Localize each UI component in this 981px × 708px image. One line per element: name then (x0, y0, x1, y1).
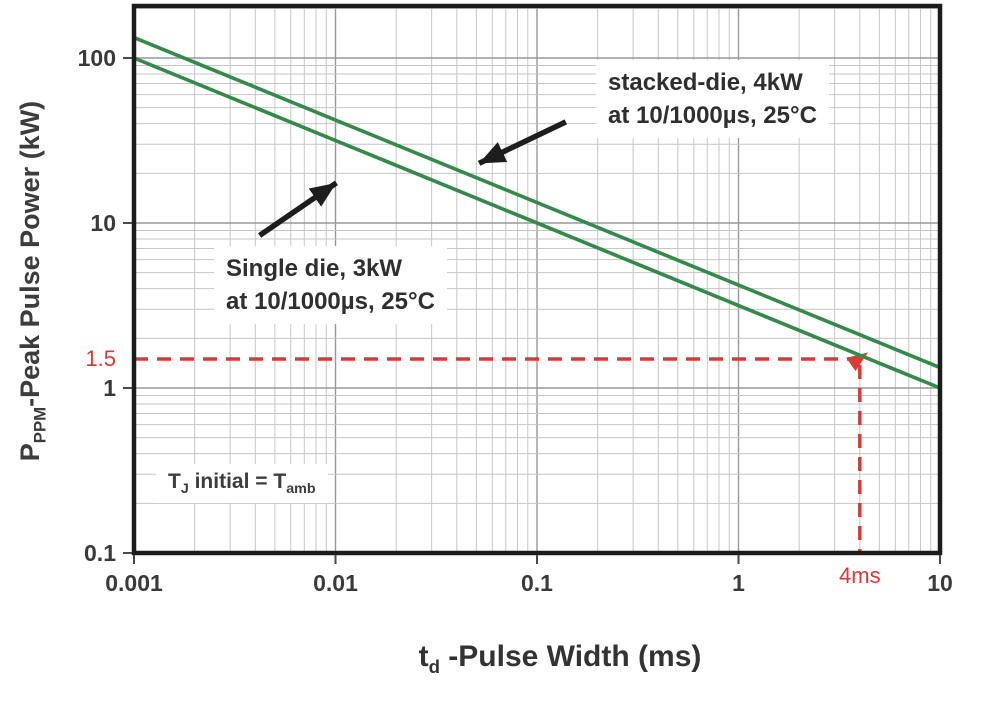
annotation-single-die: Single die, 3kW at 10/1000µs, 25°C (214, 246, 447, 324)
single-die-arrow (258, 180, 338, 238)
y-tick-label: 10 (90, 210, 116, 236)
annotation-single-die-line1: Single die, 3kW (226, 255, 403, 282)
y-axis-label-base: P (15, 443, 45, 462)
annotation-tj-initial: TJ initial = Tamb (156, 464, 328, 504)
annotation-stacked-die: stacked-die, 4kW at 10/1000µs, 25°C (596, 60, 829, 138)
plot-frame (131, 3, 943, 556)
stacked-die-arrow (477, 119, 568, 166)
x-tick-label: 0.01 (313, 570, 358, 596)
x-axis-title-rest: -Pulse Width (ms) (439, 640, 702, 673)
x-axis-title: td -Pulse Width (ms) (360, 640, 760, 678)
tj-sub2: amb (286, 481, 316, 498)
single-die-line (133, 56, 941, 390)
x-axis-title-sub: d (428, 656, 440, 677)
y-tick-label: 100 (78, 45, 116, 71)
x-tick-label: 10 (927, 570, 953, 596)
x-tick-label: 0.001 (105, 570, 163, 596)
y-axis-label-sub: PPM (30, 406, 50, 444)
y-tick-label: 1 (103, 375, 116, 401)
tj-sub1: J (180, 481, 189, 498)
x-tick-label: 0.1 (521, 570, 553, 596)
reference-power-label: 1.5 (85, 346, 116, 371)
annotation-single-die-line2: at 10/1000µs, 25°C (226, 288, 435, 315)
y-axis-label-rest: -Peak Pulse Power (kW) (15, 100, 45, 407)
x-tick-label: 1 (732, 570, 745, 596)
annotation-stacked-die-line1: stacked-die, 4kW (608, 69, 803, 96)
reference-pulsewidth-label: 4ms (839, 563, 881, 588)
stacked-die-line (133, 35, 941, 370)
x-axis-title-base: t (418, 640, 429, 673)
annotation-stacked-die-line2: at 10/1000µs, 25°C (608, 102, 817, 129)
y-axis-label: PPPM-Peak Pulse Power (kW) (12, 19, 50, 543)
tj-base1: T (168, 470, 181, 493)
tj-mid: initial = (188, 470, 274, 493)
y-tick-label: 0.1 (84, 540, 116, 566)
tj-base2: T (273, 470, 287, 493)
